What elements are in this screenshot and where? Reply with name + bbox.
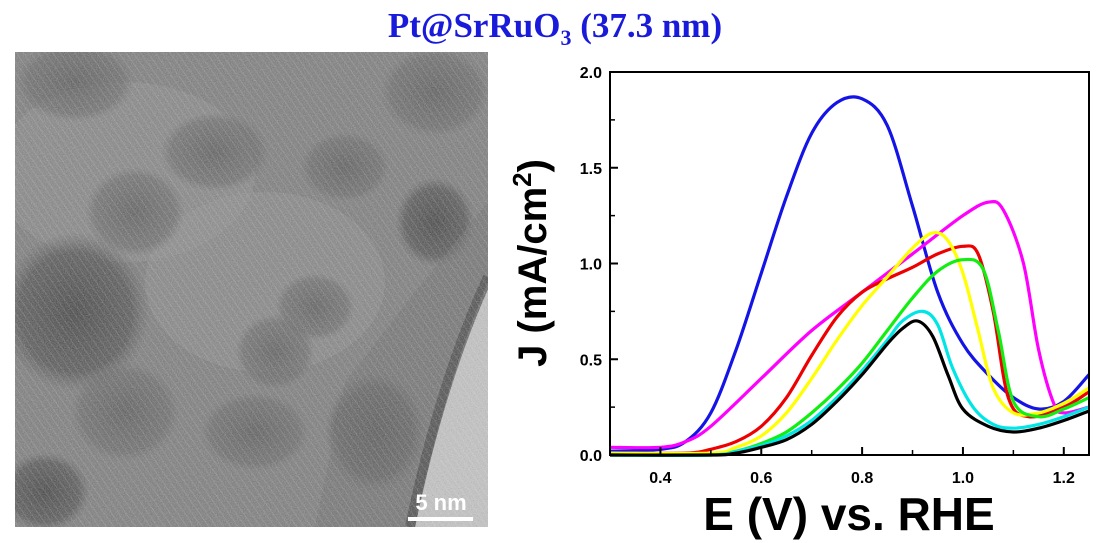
x-tick-label: 1.0	[952, 470, 974, 487]
plot-frame	[609, 71, 1090, 456]
series-line-cyan	[609, 309, 1090, 457]
y-ticks: 0.0 0.5 1.0 1.5 2.0	[580, 65, 618, 465]
series-line-green	[609, 257, 1090, 457]
series-line-blue	[609, 95, 1091, 453]
y-tick-label: 2.0	[580, 65, 602, 82]
scale-bar-label: 5 nm	[415, 490, 466, 515]
scale-bar: 5 nm	[408, 490, 473, 521]
x-tick-label: 0.8	[851, 470, 873, 487]
y-axis-label: J (mA/cm2)	[507, 159, 555, 367]
tem-micrograph: 5 nm	[15, 52, 488, 527]
x-axis-label: E (V) vs. RHE	[703, 488, 994, 540]
plot-lines	[609, 95, 1091, 457]
y-tick-label: 0.0	[580, 448, 602, 465]
series-line-red	[609, 244, 1090, 455]
x-ticks: 0.4 0.6 0.8 1.0 1.2	[649, 447, 1075, 487]
series-line-yellow	[609, 230, 1090, 456]
chart: 0.4 0.6 0.8 1.0 1.2 0.0 0.5 1.0 1.5 2.0 E (V) vs…	[507, 65, 1091, 540]
y-tick-label: 0.5	[580, 352, 602, 369]
x-tick-label: 0.6	[750, 470, 772, 487]
x-tick-label: 0.4	[649, 470, 671, 487]
x-tick-label: 1.2	[1053, 470, 1075, 487]
figure-title: Pt@SrRuO3 (37.3 nm)	[387, 6, 723, 50]
series-line-black	[609, 319, 1090, 457]
y-tick-label: 1.5	[580, 161, 602, 178]
y-tick-label: 1.0	[580, 257, 602, 274]
